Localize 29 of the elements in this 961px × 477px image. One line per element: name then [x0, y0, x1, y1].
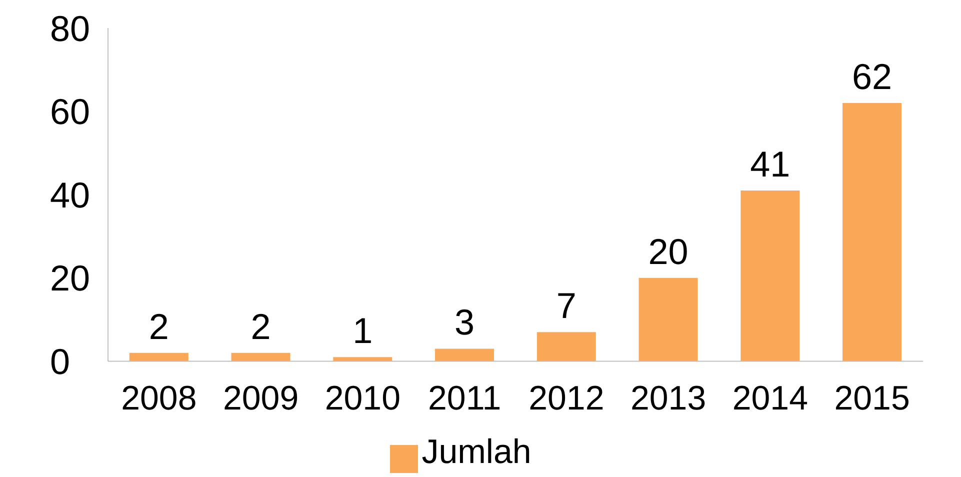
x-tick-label: 2009 [222, 379, 299, 418]
data-label: 41 [750, 143, 790, 184]
x-tick-label: 2014 [732, 379, 808, 418]
data-label: 2 [250, 306, 271, 347]
x-tick-label: 2013 [630, 379, 706, 418]
bar [536, 332, 596, 362]
bar [129, 352, 188, 362]
x-tick-label: 2015 [834, 379, 910, 418]
x-tick-label: 2008 [121, 379, 197, 418]
y-tick-label: 0 [50, 341, 70, 382]
x-tick-label: 2012 [528, 379, 604, 418]
data-label: 1 [352, 310, 373, 352]
data-label: 62 [852, 56, 892, 97]
x-tick-label: 2010 [324, 379, 401, 418]
bar [231, 352, 290, 362]
y-tick-label: 80 [50, 8, 90, 49]
x-tick-label: 2011 [428, 379, 502, 418]
bar [638, 278, 698, 362]
y-tick-label: 60 [50, 91, 90, 132]
y-tick-label: 40 [50, 174, 90, 216]
data-label: 2 [148, 306, 169, 347]
bar [842, 102, 902, 362]
y-tick-label: 20 [50, 258, 90, 299]
data-label: 3 [454, 302, 475, 343]
bar [740, 190, 800, 362]
legend-label: Jumlah [422, 433, 532, 472]
data-label: 20 [648, 230, 688, 272]
data-label: 7 [556, 285, 576, 326]
bar [435, 348, 494, 362]
